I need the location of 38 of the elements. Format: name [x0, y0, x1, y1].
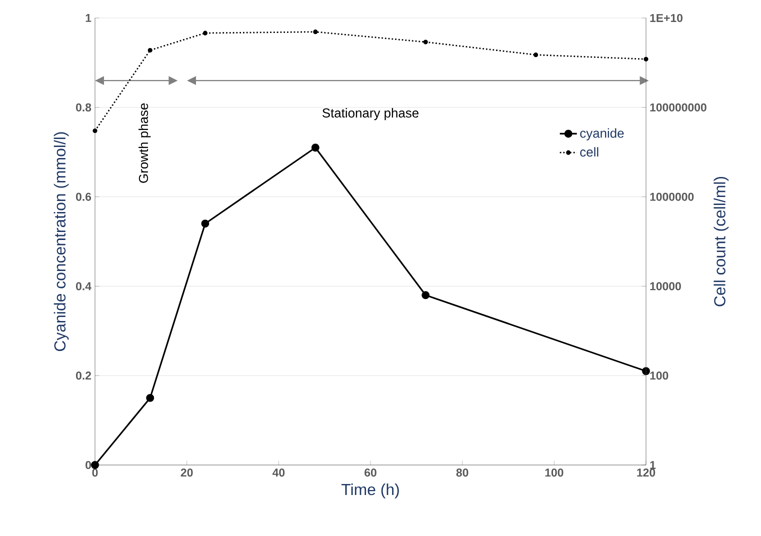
- x-tick-label: 100: [545, 468, 564, 477]
- y2-tick-label: 100: [650, 372, 668, 380]
- y2-tick-label: 1E+10: [650, 14, 683, 22]
- y-tick-label: 0: [86, 460, 92, 470]
- x-tick-label: 60: [364, 468, 376, 477]
- annotation: Stationary phase: [322, 108, 418, 120]
- point: [91, 461, 99, 469]
- point: [313, 30, 318, 34]
- point: [146, 394, 154, 402]
- point: [422, 291, 430, 300]
- point: [423, 40, 428, 44]
- y2-tick-label: 100000000: [650, 103, 706, 112]
- point: [534, 52, 538, 58]
- x-tick-label: 80: [456, 468, 468, 477]
- y-tick-label: 0.6: [76, 192, 92, 201]
- x-tick-label: 20: [180, 468, 193, 477]
- x-tick-label: 120: [637, 468, 656, 477]
- x-axis-title: Time (h): [341, 483, 399, 498]
- x-tick-label: 0: [92, 468, 98, 477]
- point: [92, 128, 98, 134]
- legend-label: cell: [580, 147, 598, 157]
- point: [644, 56, 648, 62]
- annotation: Growth phase: [138, 103, 151, 183]
- y2-tick-label: 10000: [650, 282, 681, 290]
- y-axis-title: Cyanide concentration (mmol/l): [54, 132, 69, 351]
- point: [202, 30, 208, 36]
- y-tick-label: 0.2: [76, 372, 92, 380]
- y2-tick-label: 1: [650, 461, 656, 469]
- x-tick-label: 40: [272, 468, 285, 477]
- y-tick-label: 0.8: [76, 103, 92, 112]
- point: [201, 220, 210, 228]
- y2-tick-label: 1000000: [650, 192, 694, 201]
- legend-label: cyanide: [580, 128, 624, 140]
- y-tick-label: 1: [86, 14, 92, 22]
- point: [311, 144, 320, 152]
- y-tick-label: 0.4: [76, 282, 92, 290]
- point: [148, 48, 152, 53]
- y2-axis-title: Cell count (cell/ml): [714, 176, 729, 306]
